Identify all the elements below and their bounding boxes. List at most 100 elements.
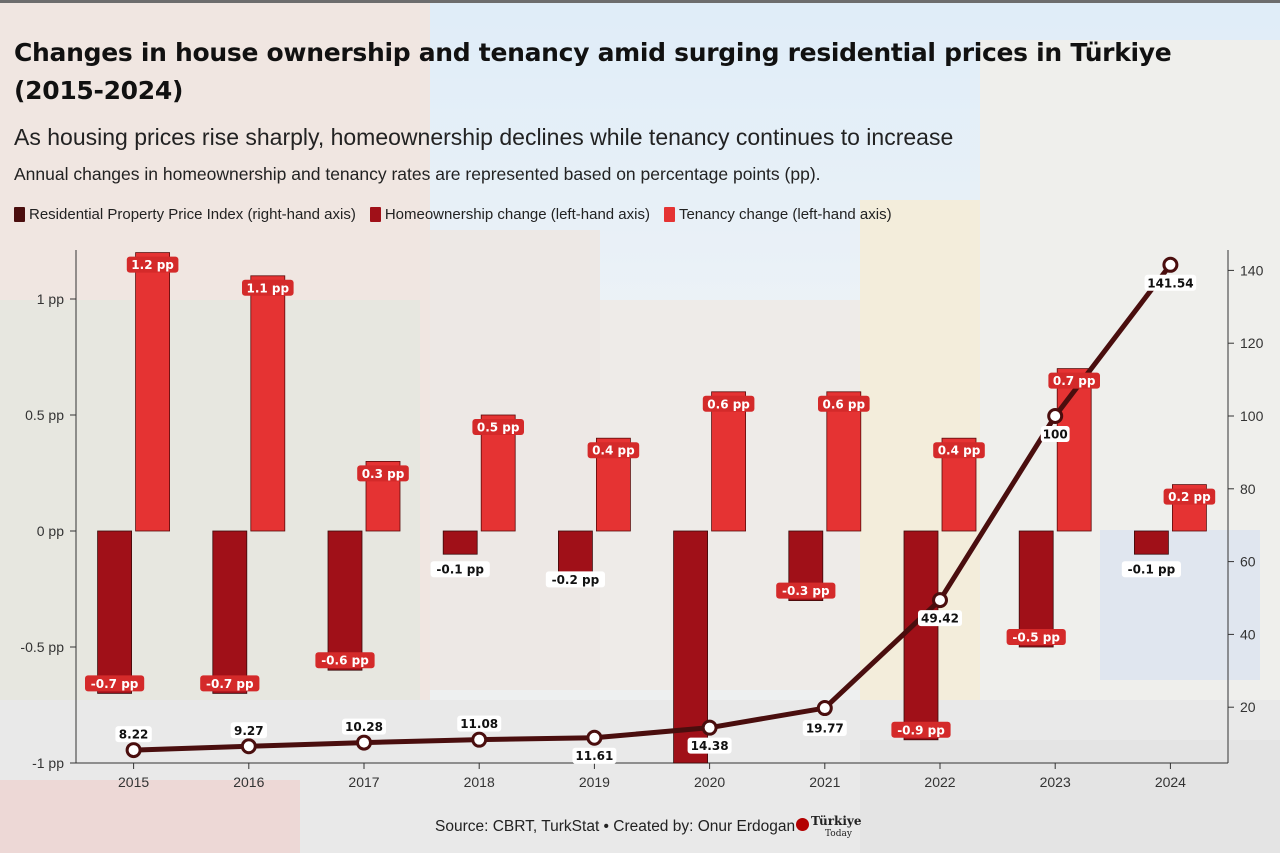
right-tick-label: 120 bbox=[1240, 335, 1264, 351]
right-tick-label: 140 bbox=[1240, 262, 1264, 278]
tenancy-label: 1.1 pp bbox=[246, 281, 289, 295]
homeownership-label-bg bbox=[1121, 561, 1181, 578]
homeownership-label: -0.2 pp bbox=[552, 573, 600, 587]
price-index-label: 11.08 bbox=[460, 717, 498, 731]
right-tick-label: 100 bbox=[1240, 408, 1264, 424]
tenancy-label: 0.6 pp bbox=[822, 397, 865, 411]
legend-label-tenancy: Tenancy change (left-hand axis) bbox=[678, 206, 892, 223]
homeownership-label: -0.7 pp bbox=[91, 677, 139, 691]
price-index-label-bg bbox=[457, 715, 502, 732]
tenancy-label: 0.2 pp bbox=[1168, 490, 1211, 504]
tenancy-label: 0.4 pp bbox=[592, 444, 635, 458]
legend-label-price-index: Residential Property Price Index (right-… bbox=[29, 206, 356, 223]
logo-sub: Today bbox=[825, 829, 852, 839]
homeownership-bar bbox=[212, 530, 248, 694]
turkiye-today-logo: Türkiye Today bbox=[796, 810, 862, 839]
price-index-point bbox=[816, 700, 833, 717]
homeownership-label-bg bbox=[85, 675, 145, 692]
x-tick-label: 2022 bbox=[924, 774, 955, 790]
tenancy-label: 1.2 pp bbox=[131, 258, 174, 272]
price-index-point bbox=[586, 729, 603, 746]
tenancy-label: 0.3 pp bbox=[362, 467, 405, 481]
left-tick-label: -0.5 pp bbox=[20, 639, 64, 655]
tenancy-label-bg bbox=[357, 465, 409, 482]
homeownership-label: -0.6 pp bbox=[321, 654, 369, 668]
price-index-point bbox=[701, 719, 718, 736]
homeownership-label: -0.9 pp bbox=[897, 723, 945, 737]
homeownership-label-bg bbox=[200, 675, 260, 692]
x-tick-label: 2017 bbox=[348, 774, 379, 790]
legend-swatch-homeownership bbox=[369, 207, 381, 222]
right-tick-label: 60 bbox=[1240, 554, 1256, 570]
tenancy-label-bg bbox=[242, 279, 294, 296]
price-index-point bbox=[1047, 408, 1064, 424]
price-index-point bbox=[240, 738, 257, 755]
top-border bbox=[0, 0, 1280, 3]
x-tick-label: 2019 bbox=[579, 774, 610, 790]
tenancy-bar bbox=[1056, 368, 1092, 532]
tenancy-label-bg bbox=[818, 395, 870, 412]
x-tick-label: 2018 bbox=[464, 774, 495, 790]
chart-title: Changes in house ownership and tenancy a… bbox=[14, 38, 1172, 105]
tenancy-bar bbox=[826, 391, 862, 532]
homeownership-label-bg bbox=[891, 721, 951, 738]
chart-subtitle: As housing prices rise sharply, homeowne… bbox=[14, 124, 954, 150]
tenancy-label-bg bbox=[1163, 488, 1216, 505]
logo-text: Türkiye bbox=[811, 814, 862, 828]
price-index-point bbox=[1162, 256, 1179, 273]
left-tick-label: 1 pp bbox=[37, 291, 64, 307]
source-credit: Source: CBRT, TurkStat • Created by: Onu… bbox=[435, 818, 796, 835]
logo-mark-icon bbox=[796, 818, 809, 831]
left-tick-label: -1 pp bbox=[32, 755, 64, 771]
price-index-label-bg bbox=[342, 718, 386, 735]
price-index-point bbox=[125, 742, 142, 759]
price-index-label-bg bbox=[687, 737, 732, 754]
tenancy-label-bg bbox=[587, 442, 640, 459]
price-index-label-bg bbox=[115, 726, 152, 743]
legend-swatch-price-index bbox=[14, 207, 25, 222]
tenancy-label: 0.7 pp bbox=[1053, 374, 1096, 388]
price-index-point bbox=[932, 592, 948, 609]
price-index-label: 9.27 bbox=[234, 724, 264, 738]
x-tick-label: 2020 bbox=[694, 774, 725, 790]
tenancy-label: 0.5 pp bbox=[477, 421, 520, 435]
price-index-point bbox=[356, 734, 372, 751]
homeownership-bar bbox=[673, 530, 708, 764]
homeownership-bar bbox=[1018, 530, 1054, 648]
tenancy-bar bbox=[135, 252, 171, 532]
price-index-label: 14.38 bbox=[691, 739, 729, 753]
x-tick-label: 2023 bbox=[1040, 774, 1071, 790]
price-index-label-bg bbox=[230, 722, 267, 739]
x-tick-label: 2021 bbox=[809, 774, 840, 790]
x-tick-label: 2024 bbox=[1155, 774, 1186, 790]
legend: Residential Property Price Index (right-… bbox=[14, 206, 892, 223]
homeownership-label-bg bbox=[315, 652, 375, 669]
left-tick-label: 0 pp bbox=[37, 523, 64, 539]
legend-item-homeownership: Homeownership change (left-hand axis) bbox=[369, 206, 650, 223]
homeownership-label-bg bbox=[545, 571, 605, 588]
tenancy-label-bg bbox=[472, 419, 524, 435]
homeownership-label-bg bbox=[430, 561, 490, 578]
homeownership-bar bbox=[558, 530, 593, 578]
homeownership-label-bg bbox=[776, 582, 836, 599]
x-tick-label: 2016 bbox=[233, 774, 264, 790]
homeownership-bar bbox=[903, 530, 939, 741]
homeownership-bar bbox=[327, 530, 363, 671]
x-tick-label: 2015 bbox=[118, 774, 149, 790]
tenancy-label-bg bbox=[702, 395, 755, 412]
right-tick-label: 80 bbox=[1240, 481, 1256, 497]
chart-note: Annual changes in homeownership and tena… bbox=[14, 164, 821, 184]
homeownership-label: -0.7 pp bbox=[206, 677, 254, 691]
price-index-label-bg bbox=[918, 610, 962, 627]
price-index-label-bg bbox=[802, 720, 847, 737]
price-index-label: 19.77 bbox=[806, 722, 844, 736]
homeownership-label: -0.5 pp bbox=[1012, 631, 1060, 645]
homeownership-label: -0.3 pp bbox=[782, 584, 830, 598]
price-index-label: 141.54 bbox=[1147, 276, 1193, 290]
price-index-label: 100 bbox=[1043, 428, 1068, 442]
homeownership-label: -0.1 pp bbox=[436, 563, 484, 577]
price-index-label: 11.61 bbox=[575, 749, 613, 763]
homeownership-bar bbox=[1134, 530, 1169, 555]
